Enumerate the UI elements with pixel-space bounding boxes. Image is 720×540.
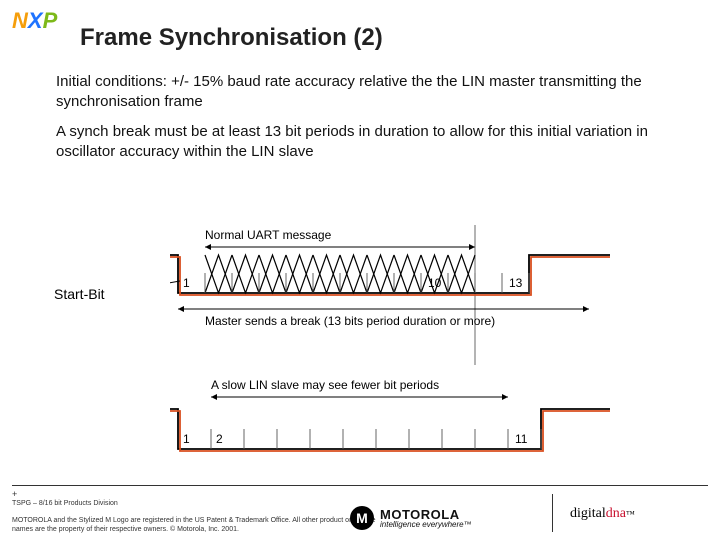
svg-text:1: 1 (183, 432, 190, 446)
svg-text:Normal UART message: Normal UART message (205, 228, 332, 242)
page-title: Frame Synchronisation (2) (80, 24, 383, 52)
svg-text:1: 1 (183, 276, 190, 290)
footer-line-1: TSPG – 8/16 bit Products Division (12, 500, 118, 507)
svg-text:A slow LIN slave may see fewer: A slow LIN slave may see fewer bit perio… (211, 378, 439, 392)
motorola-tagline: intelligence everywhere™ (380, 521, 472, 529)
footer-separator (552, 494, 553, 532)
timing-diagram-1: Normal UART message 1 10 13 Master sends a b… (170, 225, 610, 365)
svg-text:2: 2 (216, 432, 223, 446)
footer-rule (12, 485, 708, 486)
start-bit-label: Start-Bit (54, 286, 105, 302)
svg-text:10: 10 (428, 276, 442, 290)
footer-text: + TSPG – 8/16 bit Products Division MOTO… (12, 489, 392, 534)
footer-line-2: MOTOROLA and the Stylized M Logo are reg… (12, 517, 376, 532)
motorola-brand: MOTOROLA (380, 508, 472, 521)
logo-x: X (28, 8, 43, 33)
motorola-logo: M MOTOROLA intelligence everywhere™ (350, 506, 472, 530)
dna-red: dna (606, 506, 626, 521)
dna-dark: digital (570, 506, 606, 521)
svg-text:11: 11 (515, 432, 528, 446)
digitaldna-logo: digitaldna™ (570, 506, 635, 522)
footer-plus: + (12, 489, 17, 499)
timing-diagram-2: A slow LIN slave may see fewer bit perio… (170, 375, 610, 470)
logo-n: N (12, 8, 28, 33)
paragraph-1: Initial conditions: +/- 15% baud rate ac… (56, 72, 656, 111)
motorola-m-icon: M (350, 506, 374, 530)
paragraph-2: A synch break must be at least 13 bit pe… (56, 122, 656, 161)
svg-text:Master sends a break (13 bits: Master sends a break (13 bits period dur… (205, 314, 495, 328)
nxp-logo: NXP (12, 8, 57, 34)
logo-p: P (43, 8, 58, 33)
svg-text:13: 13 (509, 276, 523, 290)
